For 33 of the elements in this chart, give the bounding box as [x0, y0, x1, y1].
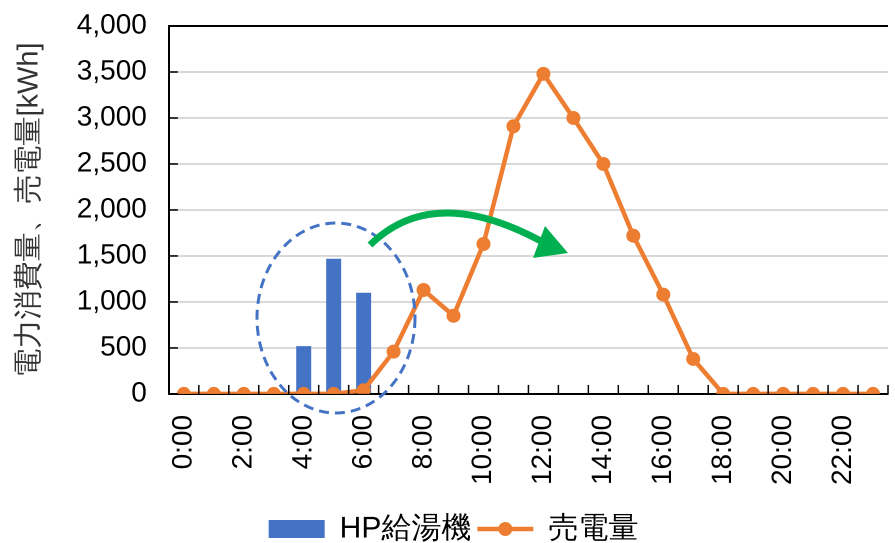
bar [296, 346, 312, 393]
x-tick-label: 0:00 [166, 414, 198, 470]
y-tick-label: 3,000 [76, 100, 147, 132]
y-tick-label: 500 [100, 330, 147, 362]
bar [326, 258, 342, 393]
x-tick-label: 16:00 [646, 414, 677, 486]
point [506, 119, 520, 134]
point [566, 110, 580, 125]
x-tick-label: 20:00 [766, 414, 797, 486]
x-tick-label: 12:00 [526, 414, 558, 486]
x-tick-label: 10:00 [466, 414, 498, 486]
y-tick-label: 1,000 [76, 284, 147, 316]
x-tick-label: 8:00 [406, 414, 438, 470]
x-tick-label: 2:00 [226, 414, 258, 470]
legend-label: HP給湯機 [340, 511, 472, 543]
point [536, 66, 550, 81]
x-tick-label: 22:00 [826, 414, 857, 486]
point [476, 237, 490, 251]
legend-label: 売電量 [548, 511, 638, 543]
y-tick-label: 3,500 [76, 54, 147, 86]
bar [356, 292, 372, 393]
x-tick-label: 4:00 [286, 414, 318, 470]
x-tick-label: 6:00 [346, 414, 378, 470]
x-tick-label: 14:00 [586, 414, 618, 486]
x-tick-label: 18:00 [706, 414, 737, 486]
y-tick-label: 0 [131, 376, 147, 408]
y-axis-title: 電力消費量、売電量[kWh] [12, 42, 44, 378]
y-tick-label: 4,000 [76, 8, 147, 40]
y-tick-label: 2,000 [76, 192, 147, 224]
point [626, 228, 640, 243]
point [596, 156, 610, 171]
y-tick-label: 1,500 [76, 238, 147, 270]
y-tick-label: 2,500 [76, 146, 147, 178]
